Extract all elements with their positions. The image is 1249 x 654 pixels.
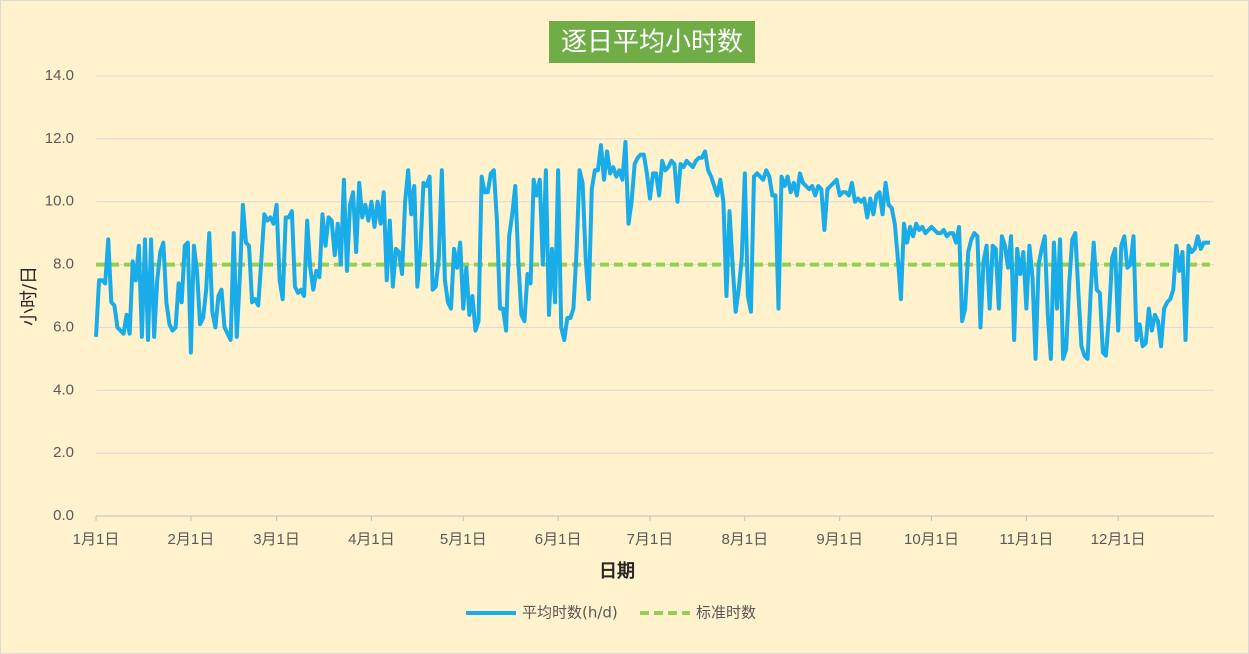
x-tick-label: 10月1日 — [904, 531, 959, 548]
x-tick-label: 5月1日 — [440, 531, 487, 548]
x-tick-label: 4月1日 — [348, 531, 395, 548]
legend-label: 标准时数 — [696, 604, 756, 622]
y-tick-label: 6.0 — [53, 318, 74, 335]
x-tick-label: 9月1日 — [816, 531, 863, 548]
x-tick-label: 1月1日 — [73, 531, 120, 548]
legend-label: 平均时数(h/d) — [522, 604, 618, 622]
y-tick-label: 0.0 — [53, 507, 74, 524]
x-tick-label: 6月1日 — [535, 531, 582, 548]
y-tick-label: 14.0 — [45, 67, 74, 84]
chart-title: 逐日平均小时数 — [561, 28, 743, 58]
x-tick-label: 7月1日 — [627, 531, 674, 548]
y-axis-label: 小时/日 — [19, 266, 40, 326]
y-tick-label: 12.0 — [45, 130, 74, 147]
title-box — [549, 21, 755, 63]
x-tick-label: 2月1日 — [168, 531, 215, 548]
y-tick-label: 2.0 — [53, 444, 74, 461]
y-tick-label: 8.0 — [53, 256, 74, 273]
x-tick-label: 11月1日 — [999, 531, 1053, 548]
x-tick-label: 12月1日 — [1091, 531, 1146, 548]
x-tick-label: 3月1日 — [253, 531, 300, 548]
data-line — [94, 140, 1210, 361]
y-tick-label: 4.0 — [53, 381, 74, 398]
y-tick-label: 10.0 — [45, 193, 74, 210]
x-tick-label: 8月1日 — [721, 531, 768, 548]
x-axis-label: 日期 — [599, 561, 635, 582]
